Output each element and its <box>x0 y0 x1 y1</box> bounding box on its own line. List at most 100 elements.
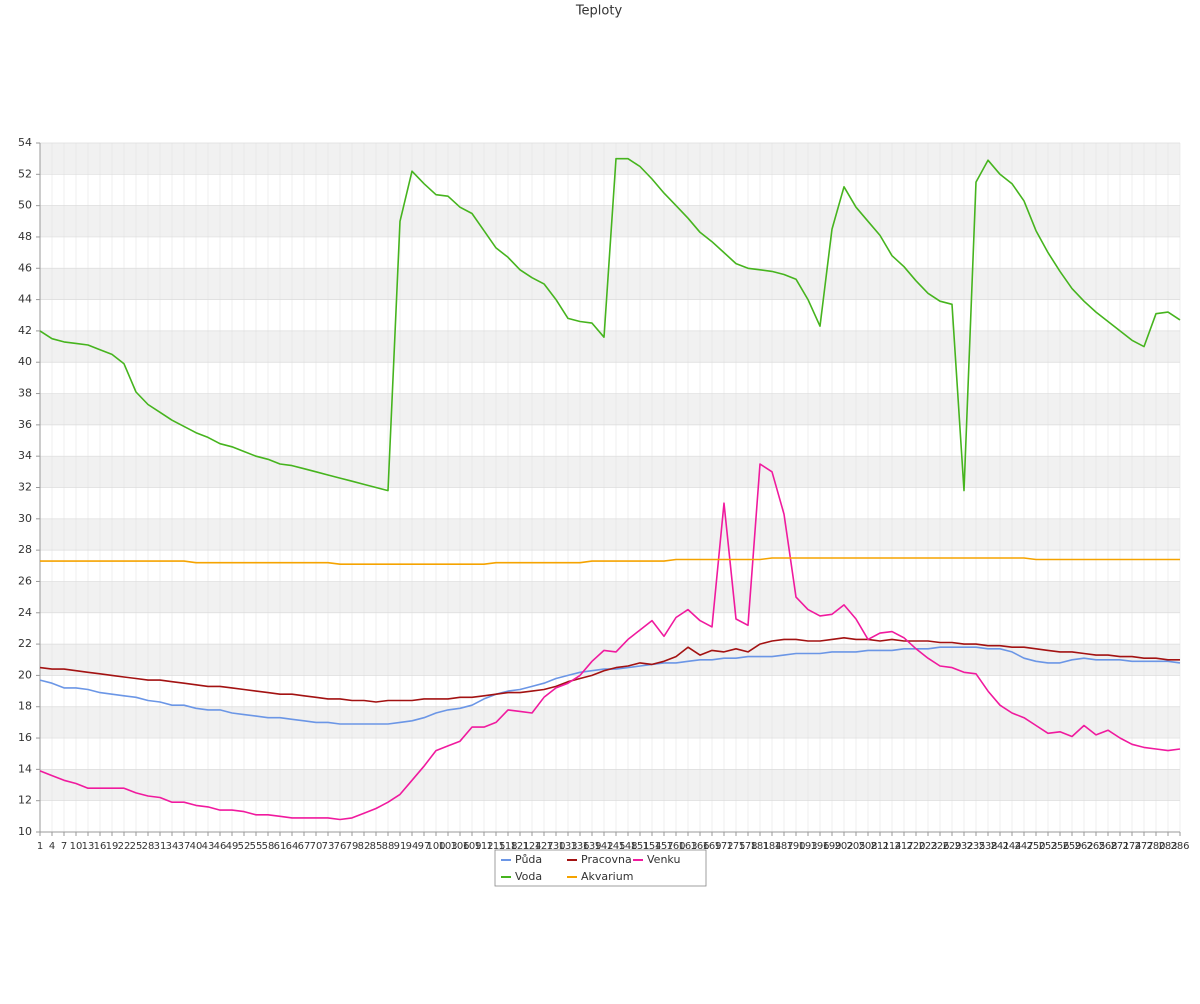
x-tick-label: 238 <box>978 841 997 852</box>
x-tick-label: 58 <box>262 841 275 852</box>
line-series <box>39 157 1181 492</box>
x-tick-label: 31 <box>154 841 167 852</box>
y-tick-label: 24 <box>18 606 32 619</box>
x-tick-label: 283 <box>1158 841 1177 852</box>
x-tick-label: 97 <box>418 841 431 852</box>
y-tick-label: 30 <box>18 512 32 525</box>
y-tick-label: 44 <box>18 293 32 306</box>
x-tick-label: 64 <box>286 841 299 852</box>
grid-band <box>40 268 1180 300</box>
x-tick-label: 109 <box>462 841 481 852</box>
x-tick-label: 118 <box>498 841 517 852</box>
x-tick-label: 19 <box>106 841 119 852</box>
x-tick-label: 178 <box>738 841 757 852</box>
x-tick-label: 91 <box>394 841 407 852</box>
x-tick-label: 214 <box>882 841 901 852</box>
x-tick-label: 121 <box>510 841 529 852</box>
x-tick-label: 226 <box>930 841 949 852</box>
x-tick-label: 169 <box>702 841 721 852</box>
x-tick-label: 43 <box>202 841 215 852</box>
y-tick-label: 40 <box>18 355 32 368</box>
x-tick-label: 16 <box>94 841 107 852</box>
chart-title: Teploty <box>575 4 623 19</box>
x-tick-label: 199 <box>822 841 841 852</box>
x-tick-label: 82 <box>358 841 371 852</box>
y-tick-label: 48 <box>18 230 32 243</box>
x-tick-label: 34 <box>166 841 179 852</box>
grid-band <box>40 456 1180 488</box>
y-tick-label: 32 <box>18 481 32 494</box>
x-tick-label: 10 <box>70 841 83 852</box>
y-tick-label: 16 <box>18 731 32 744</box>
x-tick-label: 136 <box>570 841 589 852</box>
y-tick-label: 20 <box>18 668 32 681</box>
x-tick-label: 115 <box>486 841 505 852</box>
x-tick-label: 70 <box>310 841 323 852</box>
x-tick-label: 277 <box>1134 841 1153 852</box>
x-tick-label: 55 <box>250 841 263 852</box>
x-tick-label: 184 <box>762 841 781 852</box>
x-tick-label: 217 <box>894 841 913 852</box>
y-tick-label: 36 <box>18 418 32 431</box>
x-tick-label: 37 <box>178 841 191 852</box>
x-tick-label: 13 <box>82 841 95 852</box>
x-tick-label: 220 <box>906 841 925 852</box>
y-tick-label: 42 <box>18 324 32 337</box>
x-tick-label: 205 <box>846 841 865 852</box>
x-tick-label: 193 <box>798 841 817 852</box>
x-tick-label: 244 <box>1002 841 1021 852</box>
x-tick-label: 151 <box>630 841 649 852</box>
x-tick-label: 148 <box>618 841 637 852</box>
x-tick-label: 127 <box>534 841 553 852</box>
grid-band <box>40 393 1180 425</box>
x-tick-label: 49 <box>226 841 239 852</box>
x-tick-label: 262 <box>1074 841 1093 852</box>
x-tick-label: 223 <box>918 841 937 852</box>
x-tick-label: 163 <box>678 841 697 852</box>
x-tick-label: 73 <box>322 841 335 852</box>
legend-label: Pracovna <box>581 853 632 866</box>
y-tick-label: 14 <box>18 762 32 775</box>
grid-band <box>40 518 1180 551</box>
y-tick-label: 28 <box>18 543 32 556</box>
x-tick-label: 67 <box>298 841 311 852</box>
x-tick-label: 157 <box>654 841 673 852</box>
y-tick-label: 52 <box>18 167 32 180</box>
x-tick-label: 139 <box>582 841 601 852</box>
x-tick-label: 175 <box>726 841 745 852</box>
x-tick-label: 7 <box>61 841 67 852</box>
y-tick-label: 54 <box>18 136 32 149</box>
x-tick-label: 172 <box>714 841 733 852</box>
x-tick-label: 1 <box>37 841 43 852</box>
y-tick-label: 12 <box>18 794 32 807</box>
x-tick-label: 4 <box>49 841 55 852</box>
x-tick-label: 232 <box>954 841 973 852</box>
x-tick-label: 286 <box>1170 841 1189 852</box>
x-tick-label: 76 <box>334 841 347 852</box>
x-tick-label: 229 <box>942 841 961 852</box>
legend-label: Půda <box>515 853 542 866</box>
x-tick-label: 124 <box>522 841 541 852</box>
y-tick-label: 34 <box>18 449 32 462</box>
x-tick-label: 187 <box>774 841 793 852</box>
line-series <box>39 463 1181 821</box>
x-tick-label: 211 <box>870 841 889 852</box>
legend-box <box>494 849 707 887</box>
grid-band <box>40 205 1180 237</box>
x-tick-label: 265 <box>1086 841 1105 852</box>
x-tick-label: 208 <box>858 841 877 852</box>
x-tick-label: 250 <box>1026 841 1045 852</box>
x-tick-label: 28 <box>142 841 155 852</box>
grid-band <box>40 330 1180 363</box>
x-tick-label: 94 <box>406 841 419 852</box>
grid-band <box>40 769 1180 801</box>
x-tick-label: 160 <box>666 841 685 852</box>
x-tick-label: 133 <box>558 841 577 852</box>
x-tick-label: 88 <box>382 841 395 852</box>
x-tick-label: 268 <box>1098 841 1117 852</box>
x-tick-label: 259 <box>1062 841 1081 852</box>
x-tick-label: 274 <box>1122 841 1141 852</box>
x-tick-label: 79 <box>346 841 359 852</box>
legend-label: Venku <box>647 853 680 866</box>
